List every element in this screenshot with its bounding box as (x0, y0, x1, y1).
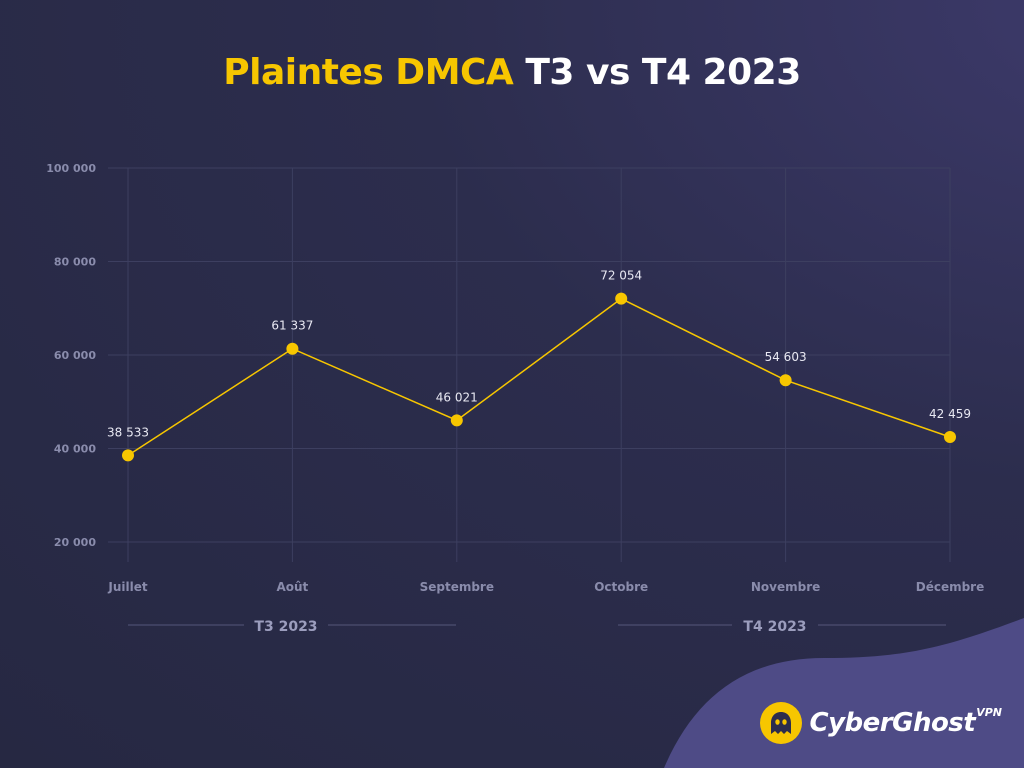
x-tick-label: Juillet (107, 580, 147, 594)
series-polyline (127, 297, 951, 456)
x-tick-label: Octobre (594, 580, 648, 594)
data-point (450, 414, 463, 427)
y-tick-label: 60 000 (54, 349, 96, 362)
x-tick-label: Août (276, 580, 308, 594)
data-points (122, 292, 956, 462)
data-label: 46 021 (436, 390, 478, 404)
quarter-t3-label: T3 2023 (254, 619, 317, 635)
decorative-wave (664, 618, 1024, 768)
y-tick-label: 80 000 (54, 256, 96, 269)
x-tick-label: Décembre (916, 580, 985, 594)
data-point (122, 449, 134, 462)
y-axis: 20 000 40 000 60 000 80 000 100 000 (46, 162, 96, 549)
chart-title-highlight: Plaintes DMCA (223, 52, 514, 93)
data-label: 61 337 (271, 319, 313, 333)
grid (108, 167, 951, 562)
data-label: 54 603 (765, 350, 807, 364)
chart-title-rest: T3 vs T4 2023 (525, 52, 801, 93)
y-tick-label: 40 000 (54, 443, 96, 456)
data-point (779, 374, 792, 387)
data-labels: 38 533 61 337 46 021 72 054 54 603 42 459 (107, 269, 971, 440)
brand-suffix: VPN (976, 706, 1002, 719)
quarter-t4-label: T4 2023 (743, 619, 806, 635)
ghost-logo-icon (759, 702, 802, 744)
data-label: 72 054 (600, 269, 642, 283)
data-point (944, 431, 956, 444)
data-label: 42 459 (929, 407, 971, 421)
y-tick-label: 100 000 (46, 162, 96, 175)
x-tick-label: Septembre (420, 580, 494, 594)
chart-title: Plaintes DMCA T3 vs T4 2023 (0, 52, 1024, 93)
x-tick-label: Novembre (751, 580, 820, 594)
series-line (127, 297, 951, 456)
y-tick-label: 20 000 (54, 536, 96, 549)
data-point (286, 342, 299, 355)
brand-logo: CyberGhost VPN (759, 702, 1002, 744)
data-label: 38 533 (107, 425, 149, 439)
x-axis: Juillet Août Septembre Octobre Novembre Décem… (107, 580, 984, 594)
quarter-groups: T3 2023 T4 2023 (128, 619, 946, 635)
brand-name: CyberGhost (809, 708, 976, 738)
data-point (615, 292, 628, 305)
